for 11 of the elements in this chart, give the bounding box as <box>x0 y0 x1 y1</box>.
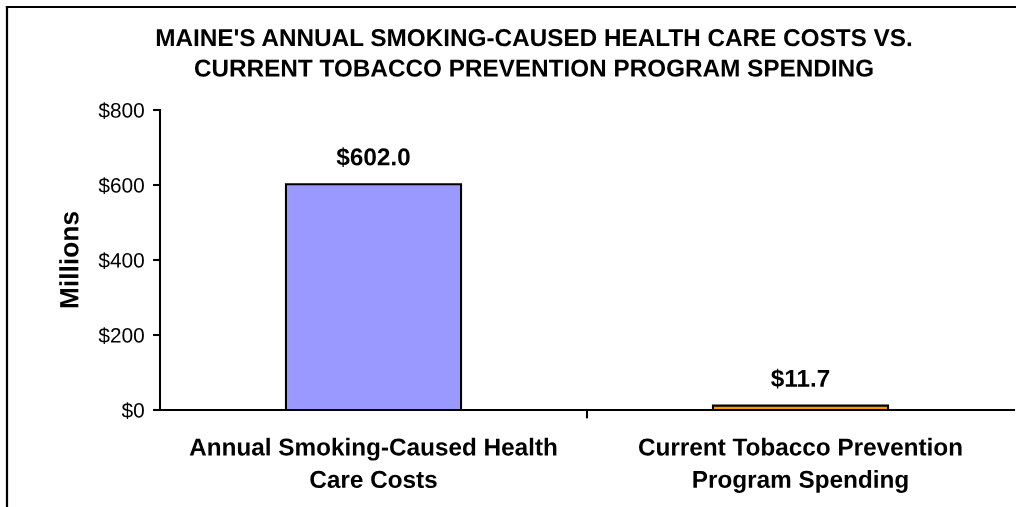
data-label: $11.7 <box>771 368 830 389</box>
y-tick-label: $600 <box>98 177 144 194</box>
data-label: $602.0 <box>336 147 410 168</box>
y-tick-label: $400 <box>98 252 144 269</box>
y-tick-label: $200 <box>98 327 144 344</box>
y-tick-label: $0 <box>121 402 144 419</box>
chart-title: MAINE'S ANNUAL SMOKING-CAUSED HEALTH CARE COSTS VS. CURRENT TOBACCO PREVENTION PROGRAM SPENDING <box>156 29 912 77</box>
x-tick-label: Current Tobacco Prevention Program Spending <box>638 437 962 493</box>
y-tick-label: $800 <box>98 102 144 119</box>
y-axis-title: Millions <box>59 211 79 308</box>
x-tick-label: Annual Smoking-Caused Health Care Costs <box>189 437 557 489</box>
